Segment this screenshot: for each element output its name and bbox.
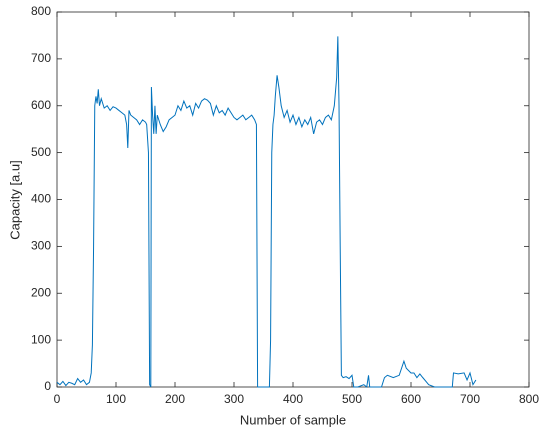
y-tick-label: 800: [31, 4, 51, 18]
y-tick-label: 300: [31, 239, 51, 253]
y-axis-label: Capacity [a.u]: [7, 160, 22, 240]
x-tick-label: 200: [165, 392, 185, 406]
y-tick-label: 200: [31, 285, 51, 299]
y-tick-label: 400: [31, 192, 51, 206]
x-tick-label: 700: [460, 392, 480, 406]
x-tick-label: 100: [106, 392, 126, 406]
x-tick-label: 0: [54, 392, 61, 406]
y-tick-label: 0: [44, 379, 51, 393]
x-tick-label: 800: [519, 392, 539, 406]
plot-area: [56, 11, 530, 388]
x-tick-label: 400: [283, 392, 303, 406]
y-tick-label: 100: [31, 332, 51, 346]
y-tick-label: 500: [31, 145, 51, 159]
x-tick-label: 300: [224, 392, 244, 406]
data-line: [56, 36, 477, 388]
x-tick-label: 500: [342, 392, 362, 406]
y-tick-label: 700: [31, 51, 51, 65]
x-axis-label: Number of sample: [240, 412, 346, 427]
y-tick-label: 600: [31, 98, 51, 112]
x-tick-label: 600: [401, 392, 421, 406]
